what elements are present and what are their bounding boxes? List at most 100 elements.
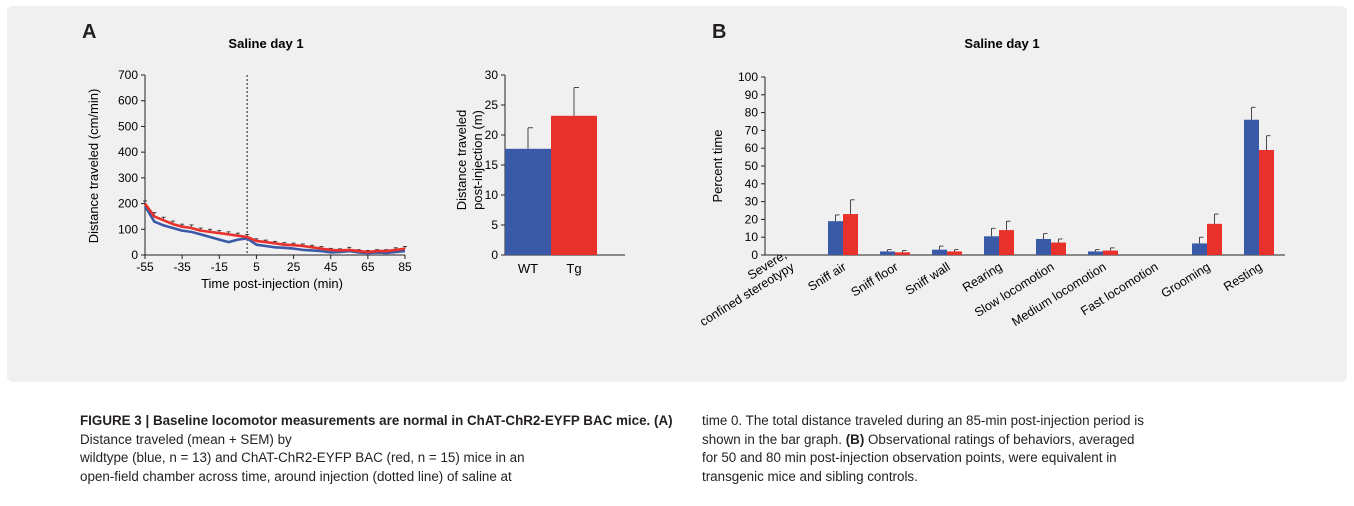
behav-category-label: Medium locomotion	[1009, 260, 1108, 329]
line-chart-x-tick-label: -15	[211, 260, 229, 274]
bar-category-label: WT	[518, 261, 538, 276]
behav-chart-ticks: 0 10 20 30 40 50 60 70 80 90 100 Severe,confined st…	[697, 70, 1264, 329]
line-chart-ylabel: Distance traveled (cm/min)	[86, 89, 101, 244]
caption-right-column: time 0. The total distance traveled duri…	[702, 412, 1300, 486]
line-chart-x-tick-label: 85	[398, 260, 412, 274]
bar-chart-marks	[505, 87, 597, 255]
bar-chart-ylabel-text-line2: post-injection (m)	[470, 110, 485, 210]
bar-tg	[551, 115, 597, 255]
line-chart-x-tick-label: 5	[253, 260, 260, 274]
behav-chart-ylabel: Percent time	[710, 130, 725, 203]
line-chart-title: Saline day 1	[228, 36, 303, 51]
figure-panel-background	[7, 6, 1347, 382]
line-chart-y-tick-label: 400	[118, 145, 138, 159]
bar-chart-y-tick-label: 30	[485, 68, 499, 82]
caption-line-1: Distance traveled (mean + SEM) by	[80, 431, 292, 447]
bar-wt	[505, 148, 551, 255]
bar-chart-y-tick-label: 15	[485, 158, 499, 172]
behav-category-label-group: Rearing	[960, 260, 1005, 295]
line-chart-y-tick-label: 700	[118, 68, 138, 82]
line-chart-x-tick-label: 65	[361, 260, 375, 274]
behav-chart-y-tick-label: 90	[745, 88, 759, 102]
behav-category-label: Sniff air	[805, 260, 848, 294]
behav-bar	[1207, 223, 1222, 255]
line-chart-y-tick-label: 100	[118, 222, 138, 236]
caption-line-6: for 50 and 80 min post-injection observa…	[702, 450, 1117, 465]
behav-bar	[828, 221, 843, 255]
caption-line-5b: Observational ratings of behaviors, aver…	[868, 431, 1135, 447]
panel-label-b: B	[712, 21, 726, 43]
behav-chart-y-tick-label: 0	[751, 248, 758, 262]
line-chart-ticks: 0 100 200 300 400 500 600 700 -55 -35 -15 5 25 45 65 85	[118, 68, 412, 274]
caption-line-3: open-field chamber across time, around i…	[80, 468, 512, 484]
behav-bar	[1088, 251, 1103, 255]
bar-chart-ylabel-text: Distance traveled	[454, 110, 469, 210]
caption-line-5: shown in the bar graph.	[702, 431, 842, 447]
line-chart-axes	[144, 75, 405, 256]
caption-left-column: FIGURE 3 | Baseline locomotor measuremen…	[80, 412, 678, 486]
behav-chart-title: Saline day 1	[964, 36, 1039, 51]
behav-bar	[947, 251, 962, 255]
behav-category-label: Rearing	[960, 260, 1005, 295]
behav-bar	[1036, 238, 1051, 255]
behav-chart-y-tick-label: 20	[745, 212, 759, 226]
line-chart-marks	[143, 75, 407, 255]
behav-bar	[984, 236, 999, 255]
line-chart-y-tick-label: 300	[118, 171, 138, 185]
line-chart-x-tick-label: -55	[136, 260, 154, 274]
caption-line-2: wildtype (blue, n = 13) and ChAT-ChR2-EY…	[80, 450, 525, 465]
behav-bar	[1259, 149, 1274, 255]
behav-chart-y-tick-label: 40	[745, 177, 759, 191]
behav-chart-marks	[828, 106, 1274, 255]
line-chart-y-tick-label: 600	[118, 94, 138, 108]
line-series-0	[143, 205, 406, 255]
behav-chart-y-tick-label: 100	[738, 70, 758, 84]
behav-bar	[1103, 250, 1118, 255]
behav-bar	[880, 251, 895, 255]
bar-chart-y-tick-label: 10	[485, 188, 499, 202]
behav-chart-y-tick-label: 30	[745, 195, 759, 209]
panel-label-a: A	[82, 21, 96, 43]
caption-line-4: time 0. The total distance traveled duri…	[702, 413, 1144, 428]
behav-category-label: Resting	[1221, 260, 1264, 294]
behav-category-label-group: Grooming	[1159, 260, 1213, 301]
line-chart: Saline day 1 Distance traveled (cm/min) …	[86, 36, 412, 291]
figure-caption: FIGURE 3 | Baseline locomotor measuremen…	[80, 412, 1300, 486]
behav-category-label-group: Medium locomotion	[1009, 260, 1108, 329]
behav-category-label: Sniff floor	[849, 260, 901, 300]
caption-label-b: (B)	[845, 431, 865, 447]
behav-bar	[999, 230, 1014, 255]
behav-chart-y-tick-label: 70	[745, 123, 759, 137]
behav-bar	[1192, 243, 1207, 255]
bar-chart-ylabel: Distance traveled post-injection (m)	[454, 110, 485, 210]
line-chart-x-tick-label: 45	[324, 260, 338, 274]
line-chart-xlabel: Time post-injection (min)	[201, 276, 343, 291]
behav-bar	[1244, 119, 1259, 255]
behav-category-label-group: Sniff floor	[849, 260, 901, 300]
behav-chart-y-tick-label: 50	[745, 159, 759, 173]
behav-bar	[843, 214, 858, 255]
caption-line-7: transgenic mice and sibling controls.	[702, 468, 918, 484]
line-chart-x-tick-label: 25	[287, 260, 301, 274]
line-chart-y-tick-label: 500	[118, 119, 138, 133]
behav-category-label-group: Severe,confined stereotypy	[697, 248, 797, 329]
behav-bar	[895, 252, 910, 255]
line-series-1	[143, 202, 406, 254]
behav-category-label: Sniff wall	[903, 260, 953, 298]
behav-category-label-group: Sniff air	[805, 260, 848, 294]
line-chart-x-tick-label: -35	[173, 260, 191, 274]
charts-canvas: A B Saline day 1 Distance traveled (cm/m…	[82, 21, 1285, 329]
bar-chart-y-tick-label: 0	[491, 248, 498, 262]
behav-chart-y-tick-label: 80	[745, 106, 759, 120]
bar-chart-y-tick-label: 5	[491, 218, 498, 232]
bar-chart-y-tick-label: 20	[485, 128, 499, 142]
behav-category-label: Grooming	[1159, 260, 1213, 301]
behav-bar	[932, 249, 947, 255]
bar-chart-behaviors: Saline day 1 Percent time 0 10 20 30 40 50 60 7…	[697, 36, 1285, 329]
line-chart-y-tick-label: 0	[131, 248, 138, 262]
behav-bar	[1051, 242, 1066, 255]
behav-chart-y-tick-label: 60	[745, 141, 759, 155]
bar-chart-ticks: 0 5 10 15 20 25 30 WT Tg	[485, 68, 582, 276]
behav-chart-y-tick-label: 10	[745, 230, 759, 244]
